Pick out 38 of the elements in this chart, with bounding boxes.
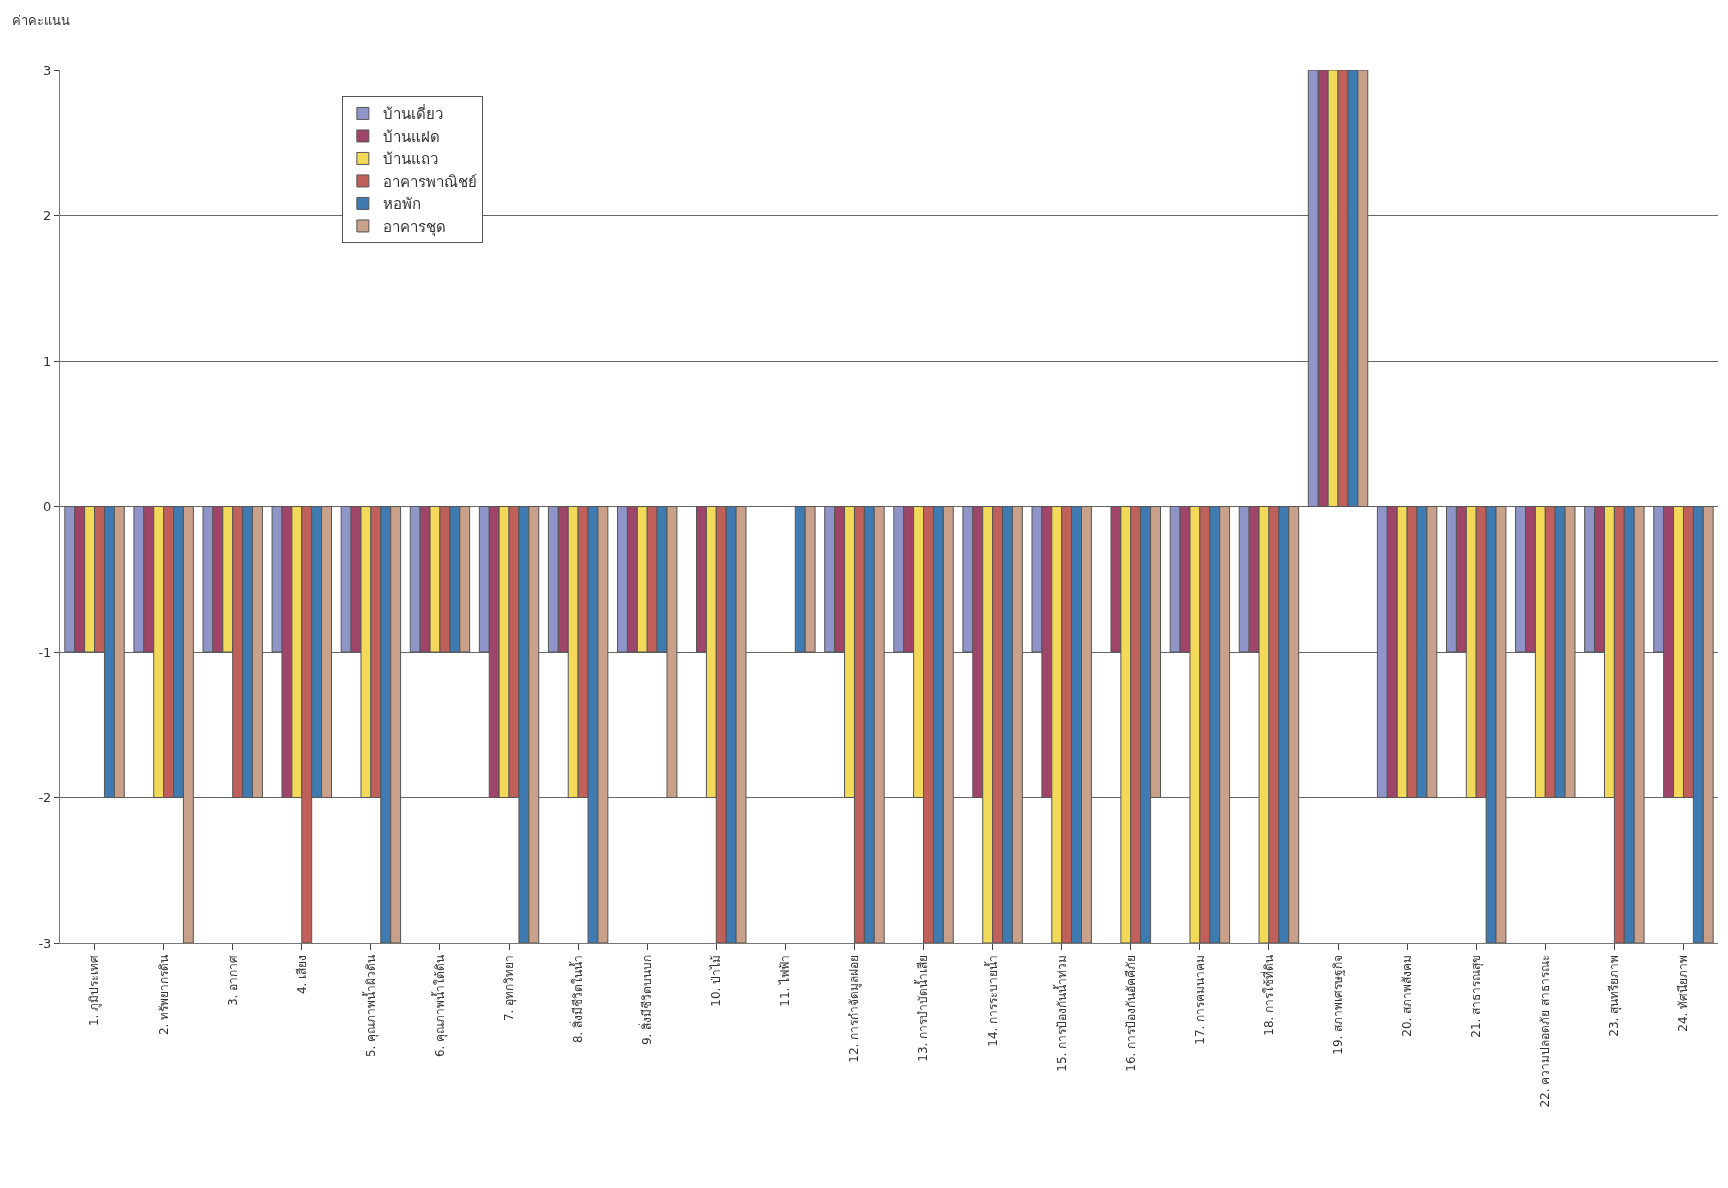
x-tick-label: 16. การป้องกันอัคคีภัย xyxy=(1123,954,1138,1072)
x-tick-label: 9. สิ่งมีชีวิตบนบก xyxy=(638,954,655,1046)
x-tick-label: 6. คุณภาพน้ำใต้ดิน xyxy=(430,954,448,1058)
x-tick-label: 18. การใช้ที่ดิน xyxy=(1259,954,1276,1036)
y-tick-label: 1 xyxy=(43,353,52,369)
x-tick-label: 10. ป่าไม้ xyxy=(709,954,724,1007)
x-tick-label: 14. การระบายน้ำ xyxy=(983,954,1000,1047)
y-tick-label: -3 xyxy=(38,935,52,951)
y-tick-label: -2 xyxy=(38,790,52,806)
x-tick-label: 8. สิ่งมีชีวิตในน้ำ xyxy=(569,954,586,1044)
x-tick-label: 17. การคมนาคม xyxy=(1192,954,1207,1045)
x-tick-label: 23. สุนทรียภาพ xyxy=(1607,954,1623,1037)
legend-label: บ้านเดี่ยว xyxy=(382,103,443,124)
legend-label: บ้านแถว xyxy=(382,150,438,169)
y-tick-label: -1 xyxy=(38,644,52,660)
x-tick-label: 1. ภูมิประเทศ xyxy=(87,954,103,1027)
x-tick-label: 7. อุทกวิทยา xyxy=(501,954,517,1022)
x-tick-label: 4. เสียง xyxy=(294,954,309,995)
x-tick-label: 24. ทัศนียภาพ xyxy=(1676,954,1691,1032)
y-axis-title: ค่าคะแนน xyxy=(12,13,70,28)
legend-label: หอพัก xyxy=(382,195,421,214)
x-tick-label: 11. ไฟฟ้า xyxy=(778,954,793,1007)
x-tick-label: 21. สาธารณสุข xyxy=(1469,954,1485,1038)
y-tick-label: 2 xyxy=(43,208,52,224)
legend-label: อาคารชุด xyxy=(382,217,446,237)
x-tick-label: 3. อากาศ xyxy=(225,954,240,1007)
x-tick-label: 19. สภาพเศรษฐกิจ xyxy=(1330,954,1345,1055)
y-tick-label: 3 xyxy=(43,62,52,78)
x-tick-label: 13. การบำบัดน้ำเสีย xyxy=(914,954,931,1062)
legend-label: บ้านแฝด xyxy=(382,127,440,146)
y-tick-label: 0 xyxy=(43,499,52,515)
x-tick-label: 5. คุณภาพน้ำผิวดิน xyxy=(361,954,379,1058)
x-tick-label: 20. สภาพสังคม xyxy=(1400,954,1415,1037)
legend-label: อาคารพาณิชย์ xyxy=(382,172,477,191)
x-tick-label: 15. การป้องกันน้ำท่วม xyxy=(1052,954,1069,1072)
x-tick-label: 12. การกำจัดมูลฝอย xyxy=(847,954,863,1063)
x-tick-label: 22. ความปลอดภัย สาธารณะ xyxy=(1538,954,1553,1108)
x-tick-label: 2. ทรัพยากรดิน xyxy=(156,954,171,1036)
